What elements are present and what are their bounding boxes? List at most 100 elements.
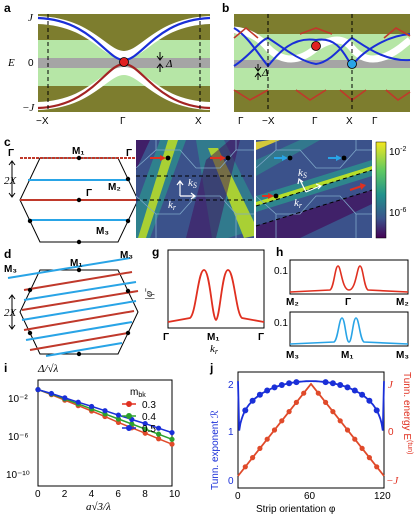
panel-i-point bbox=[169, 441, 175, 447]
panel-d-point bbox=[27, 330, 33, 336]
panel-g-ylabel: |φ̄ bbox=[143, 288, 155, 300]
panel-j-frame bbox=[237, 371, 385, 489]
panel-h-bottom-curve bbox=[289, 317, 409, 345]
panel-j-yright-tick-2: −J bbox=[386, 475, 399, 487]
panel-h: h 0.1 M₂ Γ M₂ 0.1 M₃ M₁ M₃ bbox=[274, 245, 409, 361]
panel-i-point bbox=[62, 395, 68, 401]
panel-c-point bbox=[27, 218, 33, 224]
panel-h-bottom-xtick-2: M₃ bbox=[396, 350, 409, 361]
panel-g: g |φ̄ Γ M₁ Γ kr bbox=[143, 245, 265, 356]
panel-i-legend-marker bbox=[126, 413, 132, 419]
panel-a-ytick-mid: 0 bbox=[28, 58, 34, 69]
panel-h-bottom-frame bbox=[289, 311, 409, 347]
panel-c-point bbox=[125, 218, 131, 224]
panel-d-point bbox=[76, 351, 82, 357]
panel-c-label: c bbox=[4, 135, 11, 149]
panel-i-xtick: 0 bbox=[35, 489, 41, 500]
panel-i-legend-item-1: 0.4 bbox=[142, 412, 156, 423]
panel-e-red-arrowhead-left bbox=[160, 155, 166, 161]
panel-h-top-xtick-1: Γ bbox=[345, 297, 351, 308]
panel-d-m3-left: M₃ bbox=[4, 264, 17, 275]
panel-j-exponent-point bbox=[264, 387, 271, 394]
panel-b-delta: Δ bbox=[261, 67, 268, 79]
panel-h-label: h bbox=[276, 245, 283, 259]
panel-j-energy-point bbox=[337, 418, 343, 424]
panel-h-top-curve bbox=[289, 265, 409, 293]
panel-j-exponent-point bbox=[329, 380, 336, 387]
panel-j-energy-point bbox=[374, 464, 380, 470]
panel-i-ytick-2: 10⁻¹⁰ bbox=[6, 470, 30, 481]
panel-i-point bbox=[102, 408, 108, 414]
panel-j-energy-point bbox=[315, 390, 321, 396]
panel-j-exponent-curve bbox=[237, 380, 385, 431]
panel-e: e kS kr bbox=[135, 140, 254, 238]
panel-c: c 2X Γ M₁ Γ Γ M₂ M₃ bbox=[4, 135, 139, 245]
panel-j-energy-point bbox=[344, 427, 351, 433]
panel-i-xtick: 8 bbox=[142, 489, 148, 500]
panel-d-label: d bbox=[4, 247, 11, 261]
panel-j-exponent-point bbox=[337, 381, 344, 388]
panel-i-ylabel: Δ/√λ bbox=[37, 363, 59, 375]
panel-d-hexagon bbox=[19, 269, 139, 355]
panel-h-top-xtick-2: M₂ bbox=[396, 297, 409, 308]
panel-d-m1: M₁ bbox=[70, 258, 82, 269]
panel-j-yright-label: Tunn. energy E(tun) bbox=[401, 372, 413, 454]
panel-i-point bbox=[169, 436, 175, 442]
panel-h-bottom-xtick-0: M₃ bbox=[286, 350, 299, 361]
panel-j-xtick-2: 120 bbox=[374, 491, 391, 502]
panel-e-kr: kr bbox=[168, 199, 177, 212]
panel-j-energy-point bbox=[264, 436, 270, 442]
panel-a-xtick-mid: Γ bbox=[120, 116, 126, 127]
panel-j-exponent-point bbox=[359, 391, 366, 398]
panel-j-energy-point bbox=[257, 445, 263, 451]
panel-d-point bbox=[76, 267, 82, 273]
panel-g-label: g bbox=[152, 245, 159, 259]
panel-f-lattice bbox=[255, 140, 372, 238]
panel-e-axes bbox=[176, 180, 196, 200]
panel-j-yleft-tick-2: 0 bbox=[228, 476, 234, 487]
panel-j-energy-point bbox=[271, 427, 278, 433]
panel-i-point bbox=[35, 387, 41, 393]
panel-c-gamma-right: Γ bbox=[126, 148, 132, 159]
panel-i-legend-marker bbox=[126, 401, 132, 407]
panel-f-dashed-2 bbox=[255, 189, 373, 227]
panel-a-ytick-bottom: −J bbox=[22, 102, 35, 114]
panel-f: f kS kr bbox=[255, 140, 373, 238]
panel-i-legend: mbk 0.3 0.4 0.5 bbox=[122, 387, 156, 435]
panel-e-ks: kS bbox=[188, 177, 197, 190]
panel-f-ridges bbox=[256, 140, 372, 238]
panel-f-axes bbox=[297, 177, 323, 193]
panel-i-xtick: 2 bbox=[62, 489, 68, 500]
panel-d-spacing-arrow bbox=[8, 294, 16, 330]
panel-a-ylabel: E bbox=[7, 57, 15, 69]
panel-c-point bbox=[76, 155, 82, 161]
panel-b-xtick-2: Γ bbox=[312, 116, 318, 127]
panel-c-m2: M₂ bbox=[108, 182, 121, 193]
panel-i-point bbox=[156, 431, 162, 437]
panel-i-point bbox=[142, 430, 148, 436]
panel-i-point bbox=[115, 416, 121, 422]
panel-f-blue-arrowhead bbox=[282, 155, 288, 161]
panel-j-yright-tick-0: J bbox=[388, 379, 394, 391]
panel-j-exponent-point bbox=[242, 407, 249, 414]
panel-i-point bbox=[89, 403, 95, 410]
panel-f-dashed-1 bbox=[255, 169, 373, 207]
panel-b-blue-band bbox=[233, 27, 411, 68]
panel-d-stripes bbox=[7, 257, 139, 357]
panel-i: i Δ/√λ 10⁻² 10⁻⁶ 10⁻¹⁰ 0 2 4 6 8 10 a√3/λ mbk… bbox=[4, 361, 181, 513]
panel-j-energy-point bbox=[293, 399, 299, 405]
panel-i-point bbox=[48, 390, 55, 397]
panel-j-exponent-point bbox=[366, 397, 373, 404]
panel-i-legend-item-2: 0.5 bbox=[142, 424, 156, 435]
panel-d-point bbox=[125, 330, 131, 336]
panel-b-gap bbox=[234, 60, 410, 68]
panel-j-exponent-point bbox=[344, 384, 351, 391]
panel-j-yleft-tick-1: 1 bbox=[228, 427, 234, 438]
panel-j-energy-point bbox=[330, 409, 336, 415]
panel-c-gamma-left: Γ bbox=[8, 148, 14, 159]
panel-j-exponent-point bbox=[351, 387, 358, 394]
panel-b-xtick-4: Γ bbox=[372, 116, 378, 127]
panel-j-energy-point bbox=[279, 418, 285, 424]
panel-g-curve bbox=[167, 269, 265, 323]
panel-i-label: i bbox=[4, 361, 7, 375]
